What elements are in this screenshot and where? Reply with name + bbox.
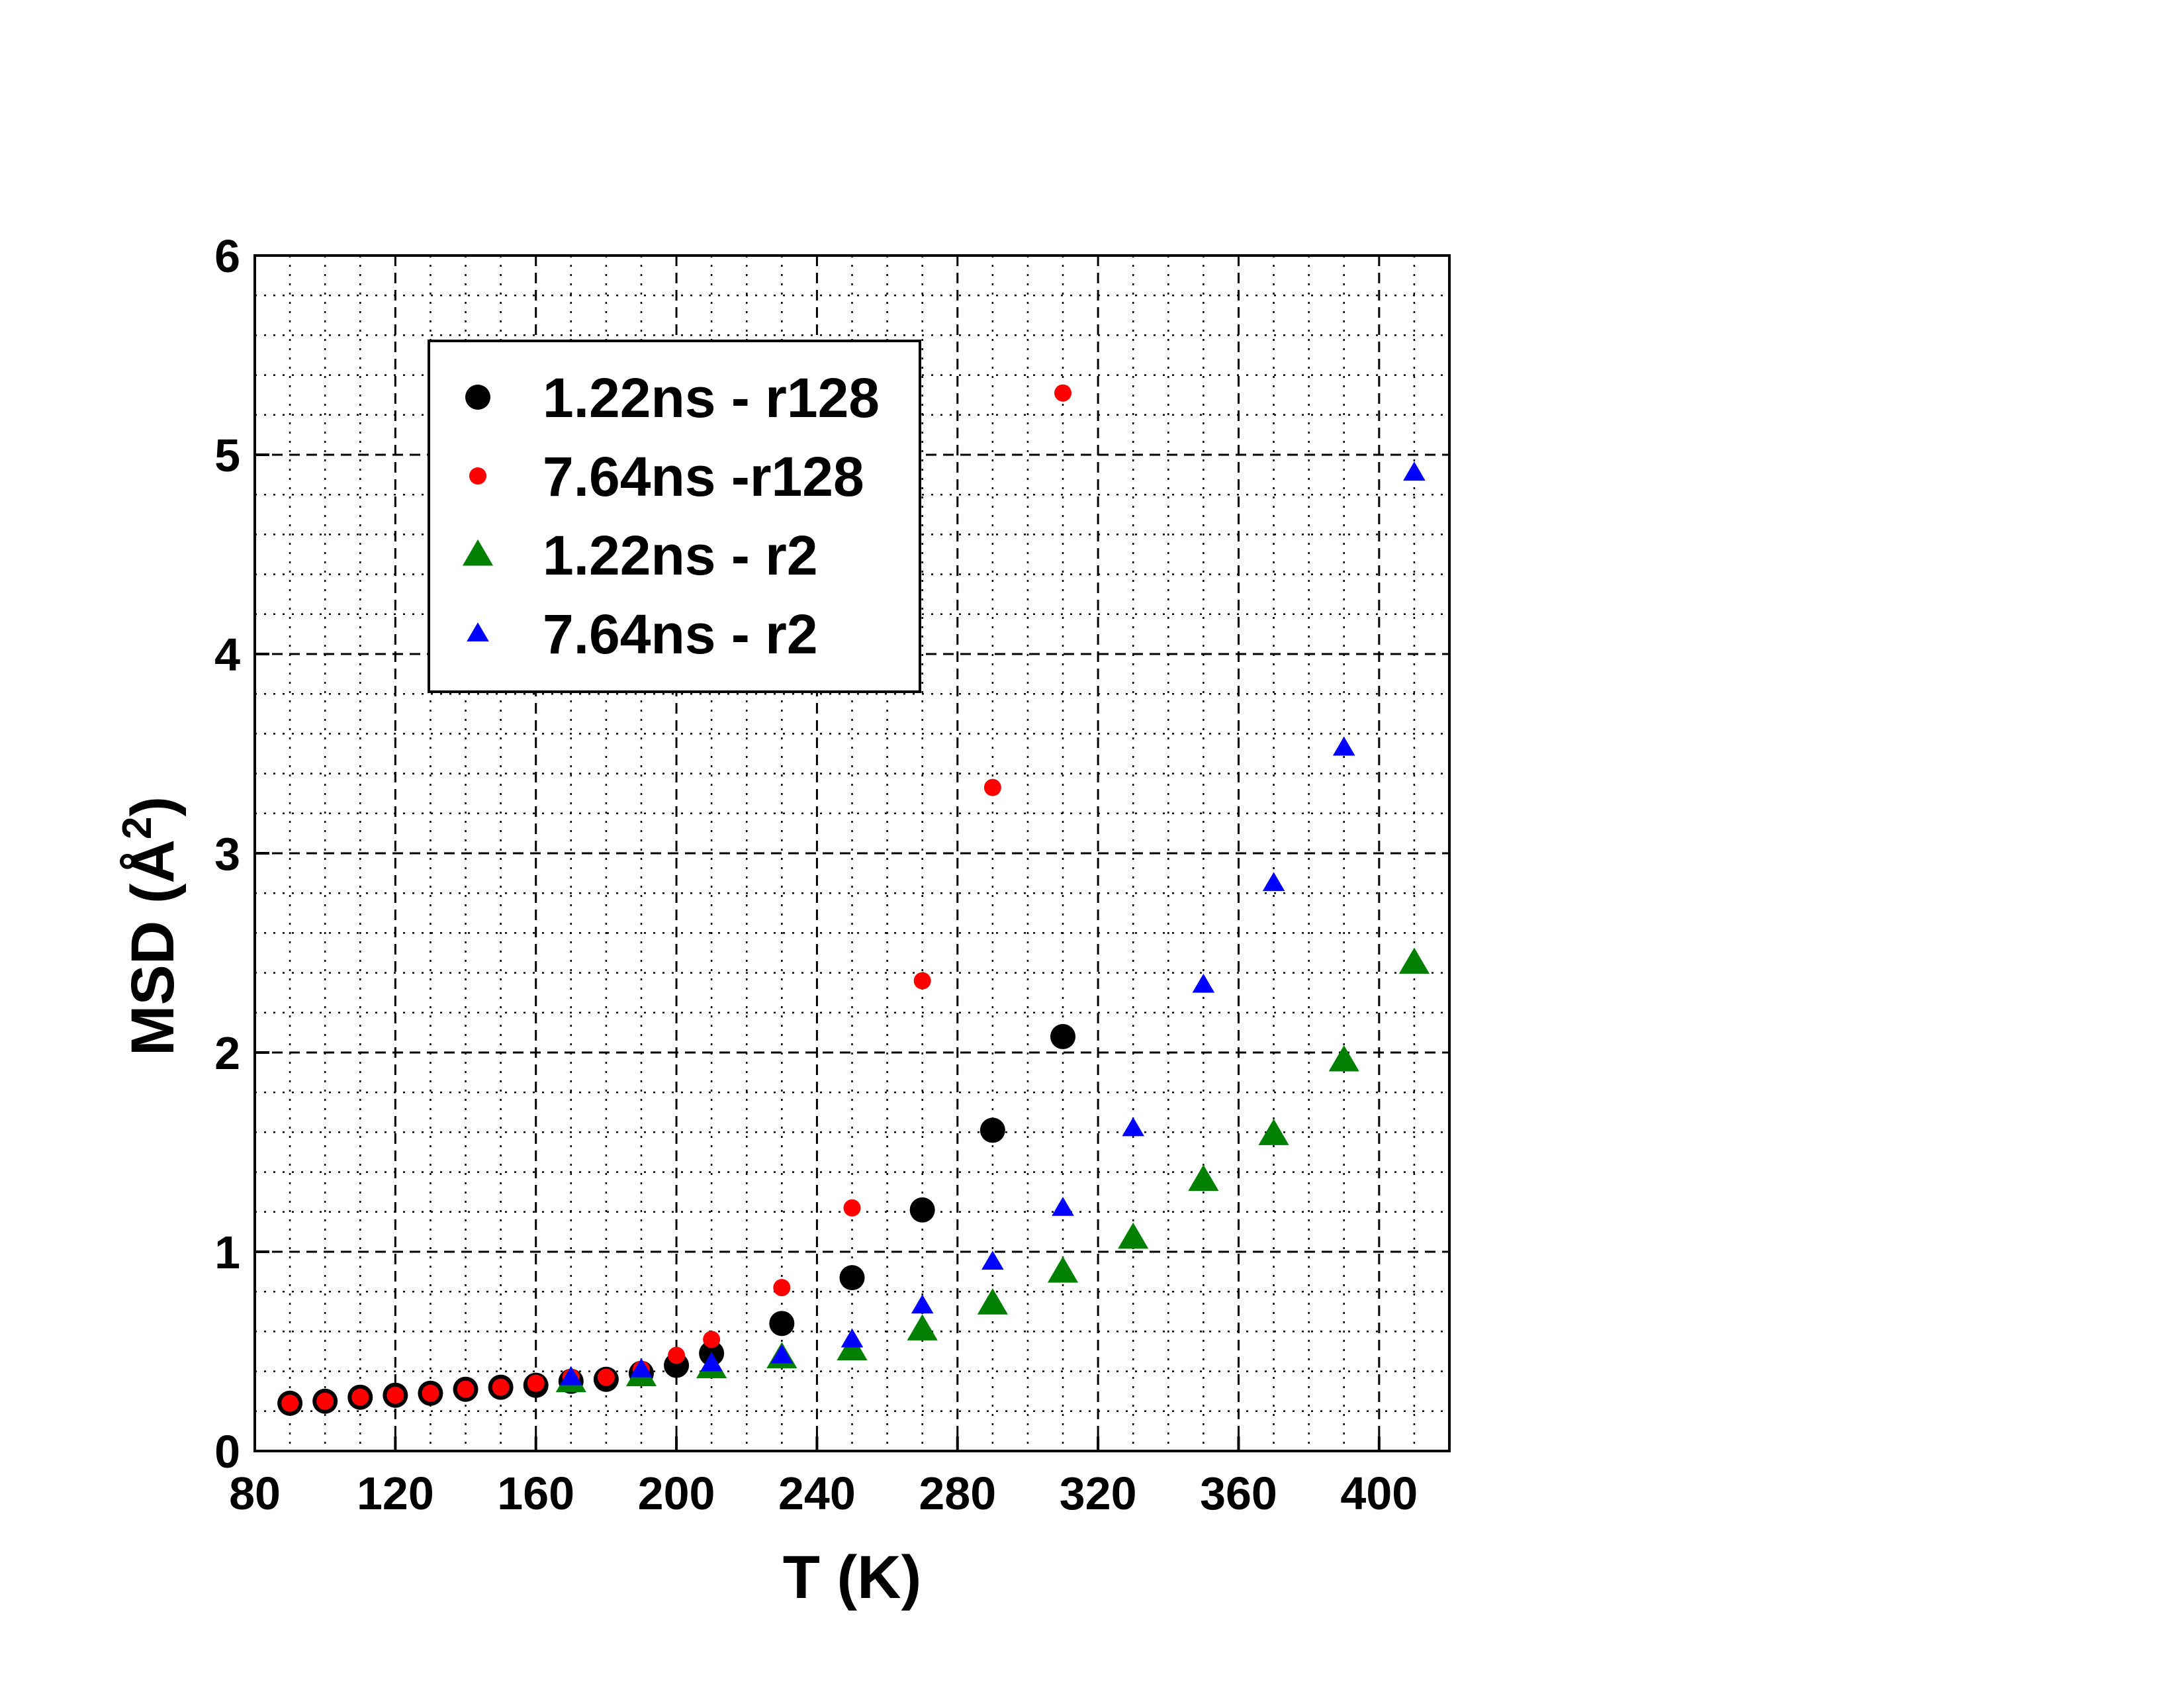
legend-box — [428, 340, 921, 693]
x-tick-label: 360 — [1200, 1468, 1277, 1519]
legend-entry: 7.64ns - r2 — [467, 603, 818, 665]
legend-label: 1.22ns - r2 — [543, 524, 818, 586]
x-tick-labels: 80 120 160 200 240 280 320 360 400 — [229, 1468, 1418, 1519]
data-point — [911, 1294, 934, 1314]
y-tick-label: 2 — [214, 1027, 240, 1079]
data-point — [457, 1380, 475, 1398]
data-point — [703, 1331, 721, 1348]
data-point — [983, 778, 1001, 796]
data-point — [316, 1392, 334, 1410]
y-tick-label: 5 — [214, 430, 240, 481]
data-point — [907, 1314, 938, 1340]
data-point — [492, 1378, 510, 1396]
data-point — [913, 972, 931, 990]
x-tick-label: 240 — [778, 1468, 856, 1519]
y-tick-labels: 0 1 2 3 4 5 6 — [214, 230, 240, 1477]
legend-label: 7.64ns - r2 — [543, 603, 818, 665]
legend-entry: 7.64ns -r128 — [469, 445, 864, 508]
data-point — [351, 1388, 369, 1406]
data-point — [1054, 384, 1072, 402]
legend-label: 7.64ns -r128 — [543, 445, 864, 508]
data-point — [1398, 947, 1430, 974]
data-point — [1122, 1117, 1145, 1137]
data-point — [700, 1352, 723, 1372]
data-point — [839, 1265, 865, 1291]
series-3-points — [555, 947, 1430, 1393]
data-marks — [277, 384, 1430, 1416]
tick-marks — [253, 254, 1381, 1452]
data-point — [387, 1386, 404, 1404]
data-point — [909, 1197, 935, 1223]
data-point — [981, 1250, 1004, 1270]
legend-marker — [469, 467, 486, 485]
legend-marker — [462, 539, 494, 566]
legend-entry: 1.22ns - r128 — [465, 367, 880, 429]
data-point — [977, 1288, 1008, 1315]
data-point — [597, 1368, 615, 1386]
legend-entries: 1.22ns - r128 7.64ns -r128 1.22ns - r2 7.64… — [462, 367, 880, 665]
data-point — [1118, 1222, 1149, 1249]
legend-label: 1.22ns - r128 — [543, 367, 880, 429]
data-point — [1262, 872, 1285, 892]
data-point — [422, 1384, 439, 1402]
data-point — [773, 1279, 791, 1297]
y-tick-label: 6 — [214, 230, 240, 282]
data-point — [1332, 736, 1355, 756]
legend: 1.22ns - r128 7.64ns -r128 1.22ns - r2 7.64… — [428, 340, 921, 693]
legend-entry: 1.22ns - r2 — [462, 524, 818, 586]
data-point — [769, 1311, 795, 1336]
y-axis-title-end: ) — [119, 796, 187, 817]
data-point — [841, 1328, 864, 1348]
y-tick-label: 0 — [214, 1426, 240, 1477]
series-4-points — [559, 461, 1426, 1385]
data-point — [1258, 1119, 1289, 1145]
data-point — [527, 1374, 545, 1392]
y-axis-title: MSD (Å2) — [114, 796, 187, 1056]
data-point — [630, 1358, 653, 1378]
data-point — [668, 1346, 686, 1364]
data-point — [1188, 1164, 1219, 1192]
data-point — [1192, 973, 1215, 993]
y-axis-title-sup: 2 — [114, 817, 160, 839]
data-point — [1052, 1196, 1074, 1216]
data-point — [1328, 1045, 1359, 1072]
y-tick-label: 4 — [214, 629, 240, 680]
data-point — [979, 1117, 1005, 1143]
legend-marker — [465, 385, 490, 410]
data-point — [559, 1366, 582, 1385]
data-point — [1047, 1256, 1079, 1283]
x-tick-label: 320 — [1060, 1468, 1137, 1519]
x-tick-label: 200 — [638, 1468, 715, 1519]
x-axis-title: T (K) — [783, 1544, 921, 1611]
x-tick-label: 80 — [229, 1468, 281, 1519]
y-tick-label: 3 — [214, 828, 240, 880]
data-point — [1050, 1023, 1076, 1049]
x-tick-label: 160 — [497, 1468, 574, 1519]
data-point — [281, 1394, 299, 1412]
y-axis-title-main: MSD (Å — [119, 839, 187, 1056]
data-point — [1403, 461, 1426, 481]
x-tick-label: 280 — [919, 1468, 996, 1519]
x-tick-label: 120 — [357, 1468, 434, 1519]
data-point — [843, 1199, 861, 1217]
legend-marker — [467, 622, 489, 641]
y-tick-label: 1 — [214, 1227, 240, 1278]
data-point — [770, 1344, 794, 1364]
x-tick-label: 400 — [1340, 1468, 1418, 1519]
